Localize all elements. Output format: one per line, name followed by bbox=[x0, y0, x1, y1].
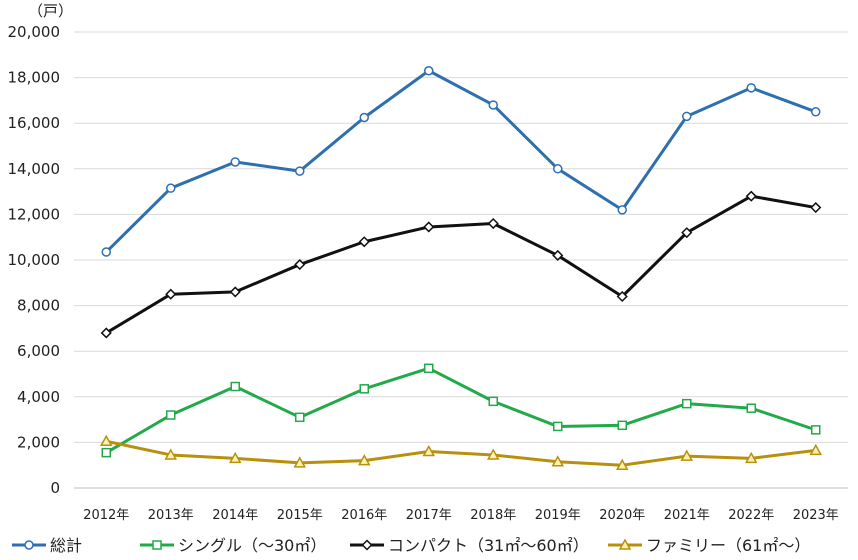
series-line bbox=[105, 69, 817, 254]
legend-label: シングル（～30㎡） bbox=[178, 536, 326, 555]
x-tick-label: 2016年 bbox=[341, 508, 387, 523]
data-point bbox=[488, 396, 498, 407]
legend-item: ファミリー（61㎡～） bbox=[608, 536, 810, 555]
legend-marker bbox=[361, 539, 373, 551]
data-point bbox=[682, 398, 692, 409]
y-unit-label: （戸） bbox=[28, 2, 73, 20]
data-point bbox=[810, 201, 822, 214]
series-line bbox=[105, 366, 817, 454]
series-group bbox=[99, 66, 823, 470]
y-axis: 0 2,000 4,000 6,000 8,000 10,000 12,000 14,000 1… bbox=[8, 23, 61, 497]
data-point bbox=[359, 112, 369, 123]
data-point bbox=[681, 227, 693, 239]
legend-item: コンパクト（31㎡～60㎡） bbox=[350, 536, 589, 555]
x-axis: 2012年 2013年 2014年 2015年 2016年 2017年 2018年 2019年… bbox=[83, 508, 839, 523]
data-point bbox=[615, 458, 629, 470]
x-tick-label: 2019年 bbox=[535, 508, 581, 523]
data-point bbox=[617, 205, 627, 215]
data-point bbox=[359, 384, 369, 394]
legend-label: ファミリー（61㎡～） bbox=[646, 536, 810, 555]
data-point bbox=[617, 420, 627, 431]
legend-item: 総計 bbox=[12, 536, 82, 555]
x-tick-label: 2014年 bbox=[212, 508, 258, 523]
x-tick-label: 2017年 bbox=[406, 508, 452, 523]
data-point bbox=[616, 290, 628, 303]
x-tick-label: 2013年 bbox=[148, 508, 194, 523]
data-point bbox=[809, 443, 823, 456]
legend-marker bbox=[618, 538, 632, 550]
x-tick-label: 2015年 bbox=[277, 508, 323, 523]
data-point bbox=[746, 83, 756, 93]
data-point bbox=[166, 183, 176, 193]
legend-item: シングル（～30㎡） bbox=[140, 536, 326, 555]
data-point bbox=[357, 454, 371, 466]
data-point bbox=[745, 190, 757, 202]
x-tick-label: 2018年 bbox=[470, 508, 516, 523]
data-point bbox=[682, 111, 692, 122]
y-tick-label: 4,000 bbox=[17, 388, 60, 406]
data-point bbox=[486, 448, 500, 460]
series-2 bbox=[100, 190, 822, 339]
data-point bbox=[101, 247, 111, 257]
data-point bbox=[166, 410, 176, 420]
data-point bbox=[423, 221, 435, 233]
y-tick-label: 18,000 bbox=[8, 69, 61, 87]
data-point bbox=[295, 412, 305, 423]
data-point bbox=[553, 164, 563, 174]
data-point bbox=[358, 236, 370, 248]
data-point bbox=[100, 327, 112, 339]
data-point bbox=[487, 217, 499, 230]
y-tick-label: 0 bbox=[50, 479, 60, 497]
data-point bbox=[294, 258, 306, 271]
data-point bbox=[488, 100, 498, 110]
x-tick-label: 2022年 bbox=[728, 508, 774, 523]
y-tick-label: 12,000 bbox=[8, 205, 61, 223]
data-point bbox=[746, 403, 756, 413]
series-line bbox=[105, 439, 816, 467]
data-point bbox=[229, 286, 241, 298]
data-point bbox=[424, 66, 434, 76]
y-tick-label: 10,000 bbox=[8, 251, 61, 269]
y-tick-label: 6,000 bbox=[17, 342, 60, 360]
data-point bbox=[552, 249, 564, 262]
data-point bbox=[295, 166, 305, 176]
series-3 bbox=[99, 434, 823, 470]
data-point bbox=[230, 157, 240, 167]
legend-marker bbox=[24, 540, 34, 550]
y-tick-label: 8,000 bbox=[17, 297, 60, 315]
data-point bbox=[744, 451, 758, 464]
x-tick-label: 2021年 bbox=[664, 508, 710, 523]
y-tick-label: 16,000 bbox=[8, 114, 61, 132]
data-point bbox=[811, 107, 821, 117]
legend-label: コンパクト（31㎡～60㎡） bbox=[388, 536, 589, 555]
series-1 bbox=[101, 363, 821, 458]
legend-marker bbox=[152, 540, 162, 550]
grid bbox=[74, 31, 848, 489]
legend: 総計 シングル（～30㎡） コンパクト（31㎡～60㎡） ファミリー（61㎡～） bbox=[12, 536, 810, 555]
x-tick-label: 2020年 bbox=[599, 508, 645, 523]
series-0 bbox=[101, 66, 821, 257]
data-point bbox=[551, 455, 565, 467]
data-point bbox=[165, 288, 177, 300]
x-tick-label: 2023年 bbox=[793, 508, 839, 523]
x-tick-label: 2012年 bbox=[83, 508, 129, 523]
data-point bbox=[553, 421, 563, 432]
data-point bbox=[99, 434, 113, 447]
data-point bbox=[424, 363, 434, 374]
data-point bbox=[164, 448, 178, 460]
y-tick-label: 14,000 bbox=[8, 160, 61, 178]
data-point bbox=[101, 447, 111, 458]
data-point bbox=[811, 425, 821, 435]
data-point bbox=[422, 444, 436, 457]
data-point bbox=[228, 451, 242, 464]
legend-label: 総計 bbox=[50, 536, 82, 555]
y-tick-label: 20,000 bbox=[8, 23, 61, 41]
y-tick-label: 2,000 bbox=[17, 433, 60, 451]
data-point bbox=[680, 449, 694, 461]
data-point bbox=[293, 456, 307, 468]
series-line bbox=[105, 194, 817, 335]
data-point bbox=[230, 381, 240, 392]
